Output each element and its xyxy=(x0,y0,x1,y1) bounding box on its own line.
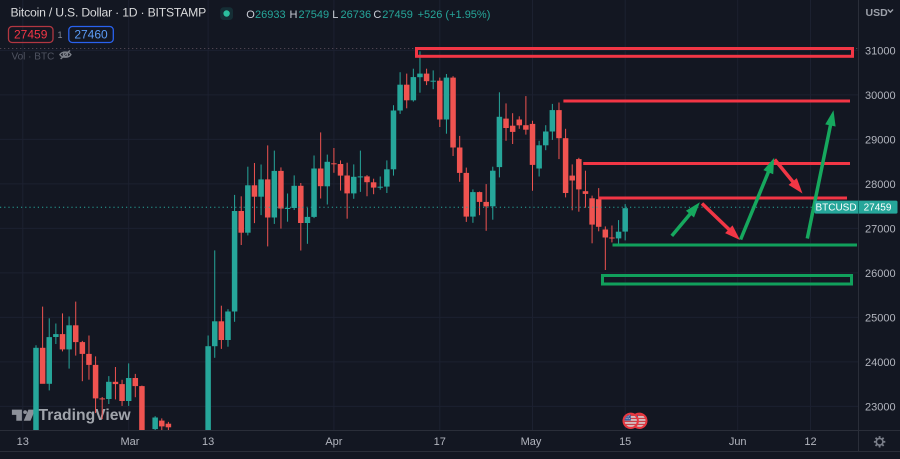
svg-text:27459: 27459 xyxy=(382,9,413,21)
svg-text:Jun: Jun xyxy=(729,436,747,448)
svg-text:30000: 30000 xyxy=(865,90,896,102)
svg-text:Mar: Mar xyxy=(121,436,140,448)
svg-text:31000: 31000 xyxy=(865,45,896,57)
svg-text:26000: 26000 xyxy=(865,268,896,280)
svg-text:May: May xyxy=(521,436,542,448)
svg-text:25000: 25000 xyxy=(865,312,896,324)
svg-text:23000: 23000 xyxy=(865,401,896,413)
svg-text:Apr: Apr xyxy=(325,436,342,448)
svg-text:15: 15 xyxy=(619,436,631,448)
svg-text:17: 17 xyxy=(434,436,446,448)
svg-text:27000: 27000 xyxy=(865,223,896,235)
svg-text:28000: 28000 xyxy=(865,179,896,191)
svg-text:26933: 26933 xyxy=(255,9,286,21)
svg-text:Bitcoin / U.S. Dollar · 1D · B: Bitcoin / U.S. Dollar · 1D · BITSTAMP xyxy=(11,5,207,19)
svg-text:USD: USD xyxy=(866,7,889,19)
svg-text:12: 12 xyxy=(804,436,816,448)
svg-text:1: 1 xyxy=(57,30,62,40)
svg-text:13: 13 xyxy=(17,436,29,448)
svg-text:TradingView: TradingView xyxy=(39,407,132,424)
svg-text:13: 13 xyxy=(202,436,214,448)
svg-text:Vol · BTC: Vol · BTC xyxy=(12,52,55,63)
svg-text:24000: 24000 xyxy=(865,357,896,369)
svg-text:27460: 27460 xyxy=(74,28,108,42)
svg-text:27459: 27459 xyxy=(864,203,892,214)
svg-text:27459: 27459 xyxy=(14,28,48,42)
svg-text:L: L xyxy=(332,9,338,21)
svg-text:29000: 29000 xyxy=(865,134,896,146)
svg-text:C: C xyxy=(373,9,381,21)
svg-text:26736: 26736 xyxy=(341,9,372,21)
svg-text:BTCUSD: BTCUSD xyxy=(815,203,856,214)
svg-text:H: H xyxy=(290,9,298,21)
svg-text:+526 (+1.95%): +526 (+1.95%) xyxy=(418,9,491,21)
svg-text:27549: 27549 xyxy=(299,9,330,21)
svg-text:O: O xyxy=(246,9,255,21)
